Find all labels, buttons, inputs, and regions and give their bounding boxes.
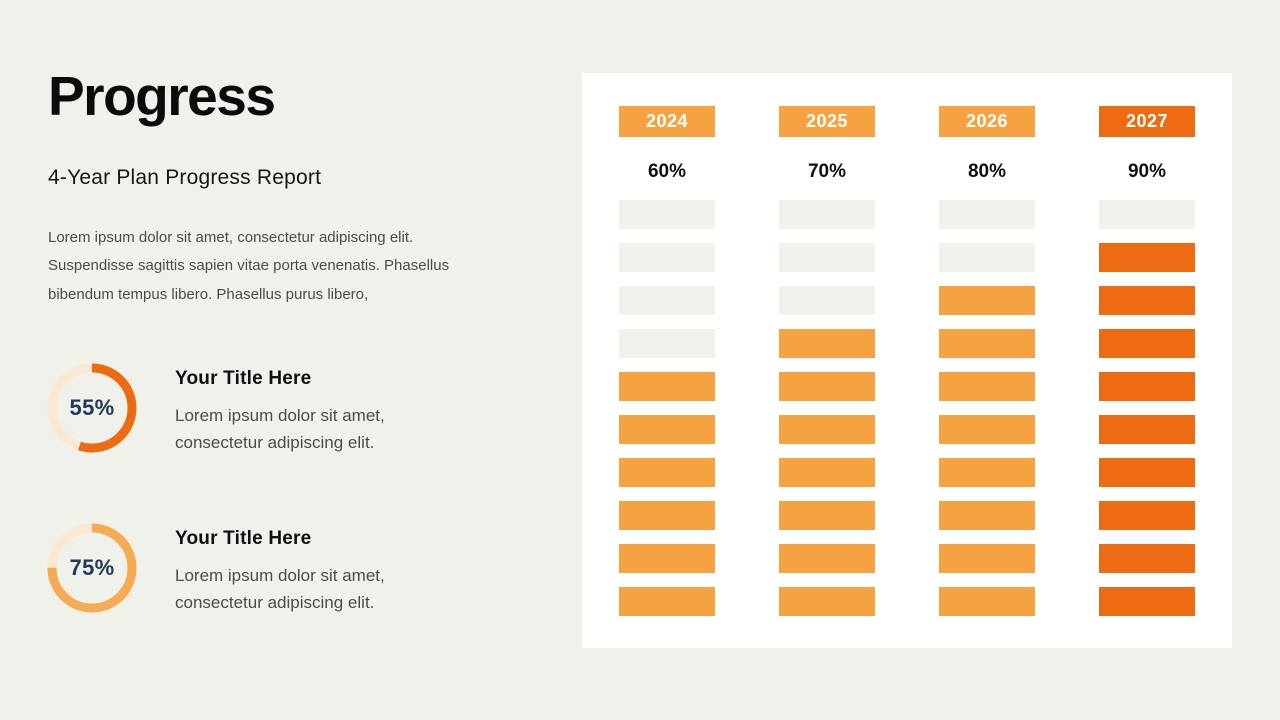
intro-paragraph: Lorem ipsum dolor sit amet, consectetur … bbox=[48, 228, 450, 303]
bar-segment-filled bbox=[1099, 544, 1195, 573]
bar-segment-filled bbox=[779, 501, 875, 530]
bar-segment-filled bbox=[939, 329, 1035, 358]
bar-segment-filled bbox=[619, 544, 715, 573]
bar-segment-filled bbox=[1099, 458, 1195, 487]
progress-grid-panel: 2024 60% 2025 70% 2026 80% 2027 90% bbox=[582, 73, 1232, 648]
bar-segment-empty bbox=[619, 243, 715, 272]
year-chip: 2024 bbox=[619, 106, 715, 137]
bar-segment-filled bbox=[619, 501, 715, 530]
bar-segment-filled bbox=[619, 372, 715, 401]
bar-segment-filled bbox=[619, 587, 715, 616]
year-percent-label: 90% bbox=[1127, 161, 1167, 182]
bar-segment-filled bbox=[1099, 372, 1195, 401]
left-column: Progress 4-Year Plan Progress Report Lor… bbox=[48, 65, 528, 309]
bar-segment-filled bbox=[939, 501, 1035, 530]
bar-segment-filled bbox=[939, 458, 1035, 487]
year-column-2025: 2025 70% bbox=[779, 106, 875, 648]
progress-item-2: 75% Your Title Here Lorem ipsum dolor si… bbox=[46, 522, 421, 616]
bar-segment-filled bbox=[939, 544, 1035, 573]
bar-segment-filled bbox=[779, 372, 875, 401]
progress-item-1: 55% Your Title Here Lorem ipsum dolor si… bbox=[46, 362, 421, 456]
bar-segment-filled bbox=[939, 415, 1035, 444]
bar-segment-filled bbox=[939, 286, 1035, 315]
progress-item-text: Your Title Here Lorem ipsum dolor sit am… bbox=[175, 522, 421, 616]
bar-segment-filled bbox=[1099, 243, 1195, 272]
bar-segment-empty bbox=[939, 243, 1035, 272]
year-percent-label: 60% bbox=[647, 161, 687, 182]
item-title: Your Title Here bbox=[175, 528, 312, 549]
year-chip: 2027 bbox=[1099, 106, 1195, 137]
bar-segment-empty bbox=[619, 329, 715, 358]
bar-segment-filled bbox=[1099, 587, 1195, 616]
bar-segment-empty bbox=[619, 200, 715, 229]
year-chip: 2026 bbox=[939, 106, 1035, 137]
donut-percent-label: 75% bbox=[69, 555, 115, 580]
donut-percent-label: 55% bbox=[69, 395, 115, 420]
year-column-2026: 2026 80% bbox=[939, 106, 1035, 648]
bar-segment-empty bbox=[779, 243, 875, 272]
donut-ring-icon bbox=[47, 523, 137, 613]
donut-chart-55: 55% bbox=[46, 362, 138, 454]
page-title: Progress bbox=[48, 65, 276, 127]
bar-segment-filled bbox=[1099, 415, 1195, 444]
year-chip: 2025 bbox=[779, 106, 875, 137]
donut-ring-icon bbox=[47, 363, 137, 453]
page-subtitle: 4-Year Plan Progress Report bbox=[48, 165, 322, 189]
year-column-2024: 2024 60% bbox=[619, 106, 715, 648]
bar-segment-empty bbox=[619, 286, 715, 315]
year-percent-label: 80% bbox=[967, 161, 1007, 182]
bar-segment-filled bbox=[1099, 501, 1195, 530]
bar-segment-filled bbox=[779, 458, 875, 487]
bar-segment-filled bbox=[619, 458, 715, 487]
bar-segment-filled bbox=[1099, 286, 1195, 315]
bar-segment-empty bbox=[779, 286, 875, 315]
bar-segment-filled bbox=[779, 544, 875, 573]
bar-segment-filled bbox=[619, 415, 715, 444]
bar-segment-filled bbox=[1099, 329, 1195, 358]
bar-segment-empty bbox=[939, 200, 1035, 229]
item-title: Your Title Here bbox=[175, 368, 312, 389]
bar-segment-filled bbox=[779, 329, 875, 358]
progress-item-text: Your Title Here Lorem ipsum dolor sit am… bbox=[175, 362, 421, 456]
bar-segment-filled bbox=[939, 587, 1035, 616]
bar-segment-filled bbox=[939, 372, 1035, 401]
year-column-2027: 2027 90% bbox=[1099, 106, 1195, 648]
bar-segment-filled bbox=[779, 415, 875, 444]
donut-chart-75: 75% bbox=[46, 522, 138, 614]
bar-segment-empty bbox=[779, 200, 875, 229]
year-percent-label: 70% bbox=[807, 161, 847, 182]
item-description: Lorem ipsum dolor sit amet, consectetur … bbox=[175, 406, 385, 452]
item-description: Lorem ipsum dolor sit amet, consectetur … bbox=[175, 566, 385, 612]
bar-segment-filled bbox=[779, 587, 875, 616]
bar-segment-empty bbox=[1099, 200, 1195, 229]
